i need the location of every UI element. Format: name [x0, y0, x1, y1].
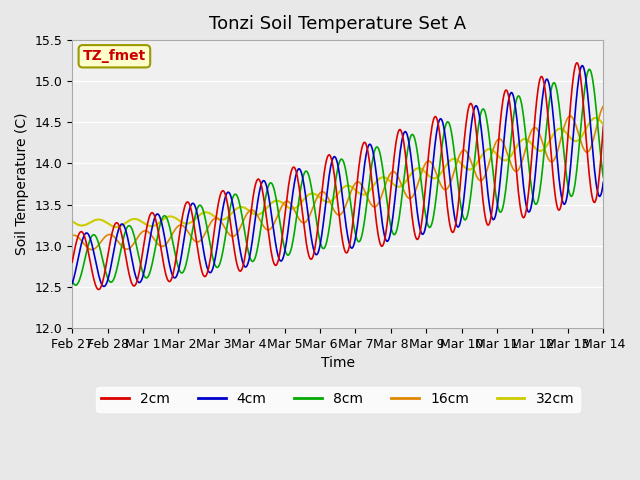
Title: Tonzi Soil Temperature Set A: Tonzi Soil Temperature Set A: [209, 15, 467, 33]
X-axis label: Time: Time: [321, 356, 355, 370]
Legend: 2cm, 4cm, 8cm, 16cm, 32cm: 2cm, 4cm, 8cm, 16cm, 32cm: [96, 387, 580, 412]
Y-axis label: Soil Temperature (C): Soil Temperature (C): [15, 113, 29, 255]
Text: TZ_fmet: TZ_fmet: [83, 49, 146, 63]
